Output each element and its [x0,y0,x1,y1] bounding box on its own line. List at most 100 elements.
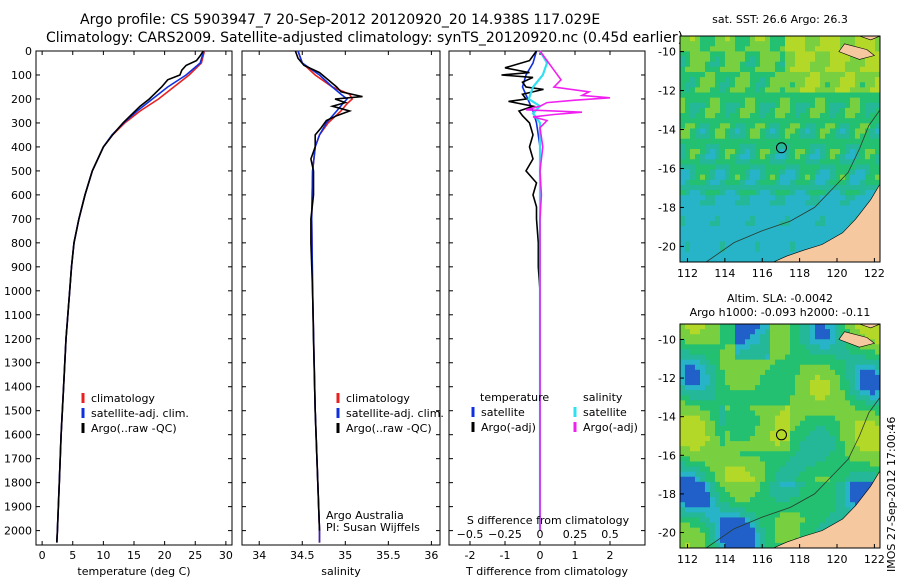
map-cell [780,481,786,488]
map-cell [730,251,736,258]
map-cell [810,169,816,176]
map-cell [780,128,786,135]
map-cell [765,415,771,422]
map-cell [695,123,701,129]
map-cell [835,400,841,406]
map-cell [780,329,786,335]
map-cell [795,359,801,366]
map-cell [780,466,786,473]
map-cell [710,390,716,396]
map-cell [750,451,756,457]
map-cell [840,456,846,462]
map-cell [735,492,741,498]
map-cell [685,190,691,196]
map-cell [775,400,781,406]
map-cell [820,430,826,437]
map-cell [800,159,806,165]
map-cell [720,329,726,335]
map-cell [740,241,746,248]
map-cell [715,441,721,447]
map-cell [735,359,741,366]
map-cell [850,102,856,109]
map-cell [685,436,691,442]
map-cell [740,51,746,58]
map-cell [700,486,706,493]
map-cell [850,210,856,217]
legend-heading: salinity [583,391,623,404]
map-cell [695,164,701,171]
map-cell [830,461,836,468]
x-tick-label: 112 [677,553,698,566]
panel-sla_map: 112 114 116 118 120 122-10-12-14-16-18-20Alti… [658,292,885,566]
map-cell [760,405,766,412]
map-cell [720,390,726,396]
map-cell [765,190,771,196]
map-cell [685,390,691,396]
map-cell [750,123,756,129]
map-cell [835,441,841,447]
map-cell [705,517,711,524]
map-cell [750,461,756,468]
map-cell [740,507,746,513]
map-cell [775,542,781,548]
map-cell [790,451,796,457]
map-cell [770,149,776,155]
map-cell [780,532,786,539]
map-cell [845,118,851,124]
map-cell [690,476,696,483]
map-cell [825,466,831,473]
map-cell [860,446,866,452]
map-cell [770,425,776,432]
map-cell [790,324,796,330]
map-cell [870,476,876,483]
map-frame [679,323,881,549]
map-cell [705,542,711,548]
map-cell [875,374,880,381]
map-cell [680,395,686,401]
map-cell [690,41,696,47]
map-cell [695,329,701,335]
map-cell [830,97,836,104]
map-cell [700,179,706,186]
map-cell [710,537,716,544]
map-cell [835,369,841,376]
map-cell [775,118,781,124]
map-cell [765,537,771,544]
map-cell [795,195,801,201]
map-cell [835,354,841,361]
map-cell [835,425,841,432]
map-cell [690,415,696,422]
map-cell [755,481,761,488]
map-cell [765,436,771,442]
map-cell [735,113,741,119]
map-cell [790,220,796,227]
y-tick-label: 500 [11,165,32,178]
map-cell [705,241,711,248]
map-cell [730,364,736,371]
map-cell [875,107,880,114]
map-cell [685,143,691,150]
map-cell [720,486,726,493]
map-cell [840,210,846,217]
map-cell [795,497,801,503]
map-cell [700,430,706,437]
map-body [680,36,880,262]
map-cell [745,537,751,544]
map-cell [700,190,706,196]
map-cell [850,66,856,73]
map-cell [680,251,686,258]
map-cell [725,517,731,524]
map-cell [860,133,866,140]
map-cell [845,324,851,330]
map-cell [855,359,861,366]
map-cell [695,56,701,63]
map-cell [695,82,701,88]
map-cell [780,51,786,58]
map-cell [730,354,736,361]
map-cell [820,133,826,140]
map-cell [845,502,851,508]
annotation-line: PI: Susan Wijffels [326,521,420,534]
map-cell [705,430,711,437]
map-cell [795,138,801,145]
map-cell [680,92,686,99]
